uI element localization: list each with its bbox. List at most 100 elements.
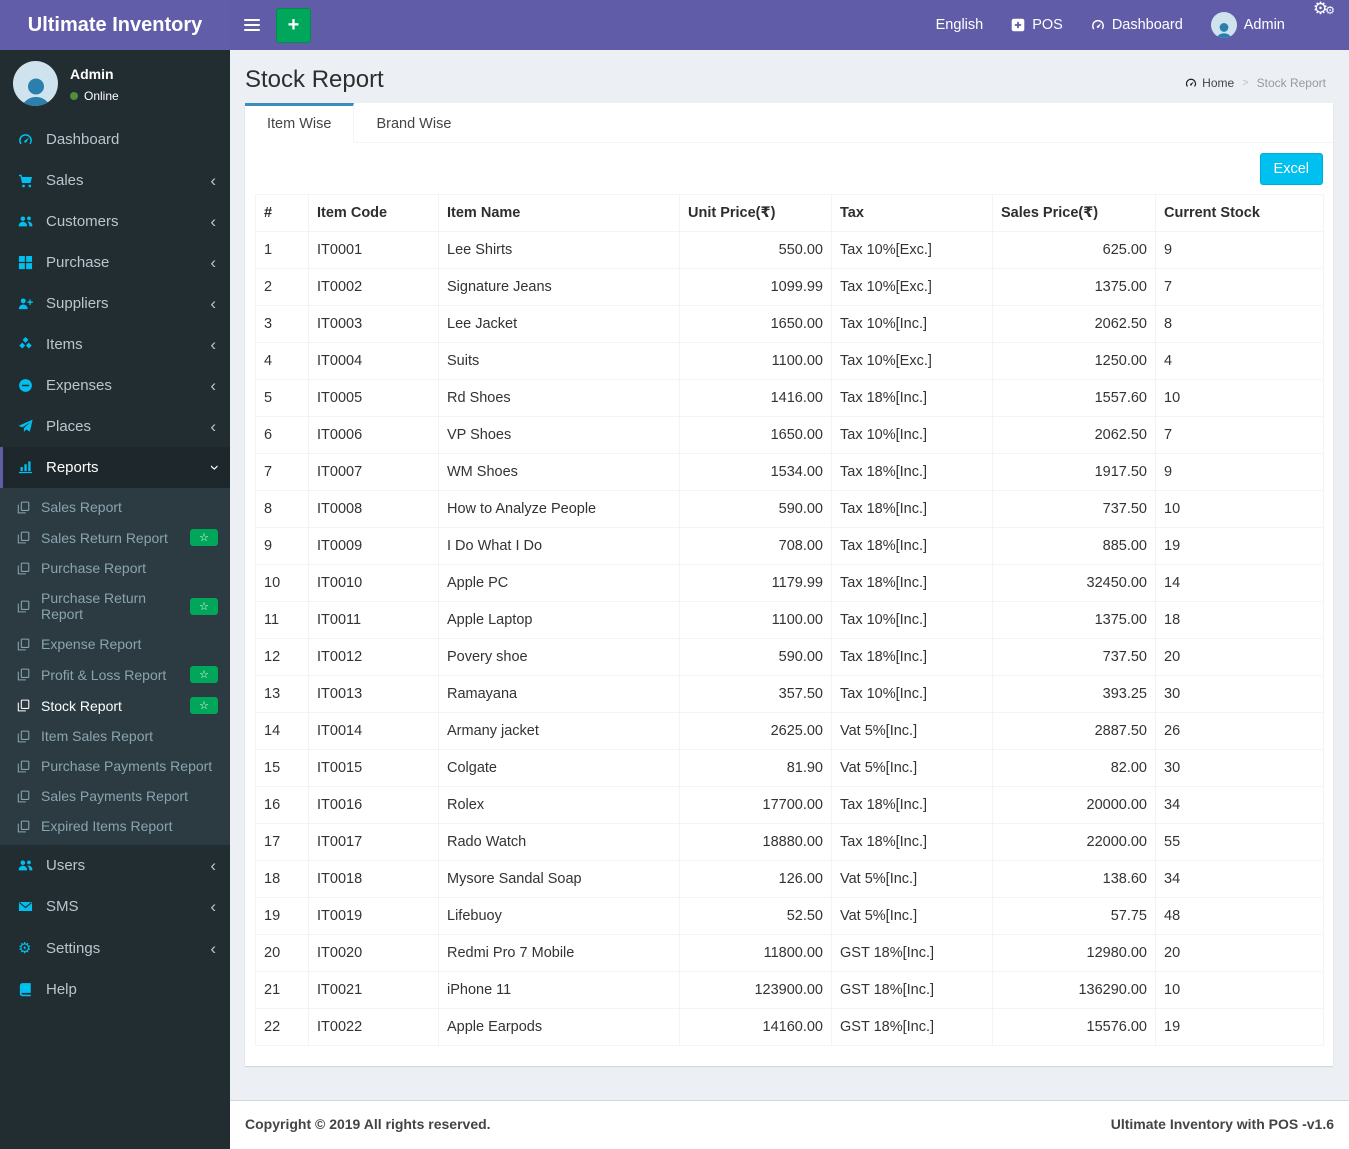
sidebar-item-items[interactable]: Items ‹ — [0, 324, 230, 365]
table-cell: IT0007 — [308, 453, 439, 491]
table-row: 8 IT0008 How to Analyze People 590.00 Tax 18… — [255, 490, 1324, 528]
cubes-icon — [18, 337, 42, 352]
quick-add-button[interactable]: + — [276, 7, 311, 43]
table-cell: 737.50 — [992, 638, 1156, 676]
table-cell: Vat 5%[Inc.] — [831, 749, 993, 787]
table-row: 9 IT0009 I Do What I Do 708.00 Tax 18%[Inc.]… — [255, 527, 1324, 565]
submenu-item-expired-items-report[interactable]: Expired Items Report — [0, 811, 230, 841]
table-cell: Tax 10%[Inc.] — [831, 601, 993, 639]
table-cell: 11800.00 — [679, 934, 832, 972]
star-icon: ☆ — [199, 700, 209, 713]
table-cell: IT0020 — [308, 934, 439, 972]
language-menu[interactable]: English — [922, 0, 998, 50]
table-cell: Vat 5%[Inc.] — [831, 860, 993, 898]
column-header: # — [255, 194, 309, 232]
sidebar-toggle-button[interactable] — [230, 0, 274, 50]
table-cell: 2 — [255, 268, 309, 306]
tab-brand-wise[interactable]: Brand Wise — [376, 116, 452, 132]
table-cell: 26 — [1155, 712, 1324, 750]
table-cell: IT0002 — [308, 268, 439, 306]
person-icon — [1213, 20, 1235, 38]
table-cell: 1100.00 — [679, 342, 832, 380]
table-cell: 138.60 — [992, 860, 1156, 898]
copy-icon — [17, 600, 38, 613]
table-cell: Tax 10%[Inc.] — [831, 305, 993, 343]
sidebar-item-settings[interactable]: ⚙ Settings ‹ — [18, 938, 216, 958]
table-cell: 1375.00 — [992, 268, 1156, 306]
status-label: Online — [84, 89, 119, 103]
dashboard-link[interactable]: Dashboard — [1077, 0, 1197, 50]
table-cell: 17 — [255, 823, 309, 861]
submenu-item-purchase-report[interactable]: Purchase Report — [0, 553, 230, 583]
submenu-item-purchase-return-report[interactable]: Purchase Return Report ☆ — [0, 583, 230, 629]
copy-icon — [17, 638, 38, 651]
cogs-icon: ⚙⚙ — [1312, 0, 1335, 18]
sidebar-item-expenses[interactable]: Expenses ‹ — [0, 365, 230, 406]
chevron-left-icon: ‹ — [210, 171, 216, 190]
sidebar-item-help[interactable]: Help — [0, 969, 230, 1010]
user-status[interactable]: Online — [70, 89, 119, 103]
table-cell: 12980.00 — [992, 934, 1156, 972]
chevron-left-icon: ‹ — [210, 212, 216, 231]
table-cell: 57.75 — [992, 897, 1156, 935]
table-cell: 16 — [255, 786, 309, 824]
sidebar-item-reports[interactable]: Reports ‹ — [0, 447, 230, 488]
dashboard-icon — [1185, 77, 1197, 89]
table-cell: 9 — [1155, 453, 1324, 491]
table-cell: Tax 18%[Inc.] — [831, 564, 993, 602]
table-body: 1 IT0001 Lee Shirts 550.00 Tax 10%[Exc.] 625.… — [255, 231, 1324, 1046]
table-cell: IT0010 — [308, 564, 439, 602]
user-menu[interactable]: Admin — [1197, 0, 1299, 50]
chevron-down-icon: ‹ — [203, 464, 223, 471]
table-cell: 2887.50 — [992, 712, 1156, 750]
copy-icon — [17, 760, 38, 773]
submenu-item-item-sales-report[interactable]: Item Sales Report — [0, 721, 230, 751]
breadcrumb-current: Stock Report — [1256, 76, 1326, 90]
settings-menu[interactable]: ⚙⚙ — [1299, 0, 1349, 50]
table-cell: Tax 10%[Exc.] — [831, 268, 993, 306]
table-cell: 3 — [255, 305, 309, 343]
table-cell: IT0013 — [308, 675, 439, 713]
submenu-item-sales-report[interactable]: Sales Report — [0, 492, 230, 522]
sidebar-item-purchase[interactable]: Purchase ‹ — [0, 242, 230, 283]
plus-icon: + — [287, 13, 300, 36]
table-cell: 1 — [255, 231, 309, 269]
table-cell: 20 — [1155, 934, 1324, 972]
breadcrumb-home[interactable]: Home — [1185, 76, 1234, 90]
excel-export-button[interactable]: Excel — [1259, 153, 1323, 185]
table-cell: 14160.00 — [679, 1008, 832, 1046]
gears-icon: ⚙ — [18, 940, 32, 958]
table-cell: Tax 18%[Inc.] — [831, 527, 993, 565]
table-cell: IT0008 — [308, 490, 439, 528]
submenu-item-profit-loss-report[interactable]: Profit & Loss Report ☆ — [0, 659, 230, 690]
submenu-item-expense-report[interactable]: Expense Report — [0, 629, 230, 659]
submenu-item-stock-report[interactable]: Stock Report ☆ — [0, 690, 230, 721]
table-cell: 2625.00 — [679, 712, 832, 750]
table-cell: IT0022 — [308, 1008, 439, 1046]
copy-icon — [17, 699, 38, 712]
sidebar-item-places[interactable]: Places ‹ — [0, 406, 230, 447]
table-cell: 52.50 — [679, 897, 832, 935]
sidebar-item-sales[interactable]: Sales ‹ — [0, 160, 230, 201]
sidebar-item-customers[interactable]: Customers ‹ — [0, 201, 230, 242]
tab-item-wise[interactable]: Item Wise — [245, 103, 355, 143]
table-cell: IT0001 — [308, 231, 439, 269]
submenu-item-purchase-payments-report[interactable]: Purchase Payments Report — [0, 751, 230, 781]
submenu-item-sales-return-report[interactable]: Sales Return Report ☆ — [0, 522, 230, 553]
table-cell: 1250.00 — [992, 342, 1156, 380]
table-cell: 2062.50 — [992, 305, 1156, 343]
submenu-item-sales-payments-report[interactable]: Sales Payments Report — [0, 781, 230, 811]
table-row: 16 IT0016 Rolex 17700.00 Tax 18%[Inc.] 20000.… — [255, 786, 1324, 824]
table-cell: IT0004 — [308, 342, 439, 380]
table-cell: 17700.00 — [679, 786, 832, 824]
online-dot-icon — [70, 92, 78, 100]
pos-link[interactable]: POS — [997, 0, 1077, 50]
sidebar-item-users[interactable]: Users ‹ — [0, 845, 230, 886]
table-cell: 12 — [255, 638, 309, 676]
app-logo[interactable]: Ultimate Inventory — [0, 0, 230, 50]
sidebar-item-dashboard[interactable]: Dashboard — [0, 119, 230, 160]
stock-table: # Item Code Item Name Unit Price(₹) Tax Sales… — [255, 194, 1324, 1046]
sidebar-item-sms[interactable]: SMS ‹ — [0, 886, 230, 927]
breadcrumb-home-label: Home — [1202, 76, 1235, 90]
sidebar-item-suppliers[interactable]: Suppliers ‹ — [0, 283, 230, 324]
